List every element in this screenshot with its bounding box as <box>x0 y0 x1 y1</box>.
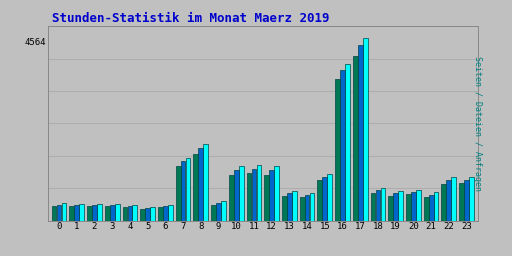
Bar <box>87 207 92 221</box>
Bar <box>133 205 137 221</box>
Y-axis label: Seiten / Dateien / Anfragen: Seiten / Dateien / Anfragen <box>473 56 482 191</box>
Bar <box>74 205 79 221</box>
Bar <box>406 194 411 221</box>
Bar <box>353 56 358 221</box>
Bar <box>358 45 362 221</box>
Bar <box>264 175 269 221</box>
Bar <box>57 205 61 221</box>
Bar <box>61 203 67 221</box>
Bar <box>274 166 279 221</box>
Bar <box>345 65 350 221</box>
Bar <box>388 196 393 221</box>
Bar <box>416 190 421 221</box>
Bar <box>327 174 332 221</box>
Bar <box>257 165 261 221</box>
Bar <box>371 193 375 221</box>
Bar <box>393 193 398 221</box>
Bar <box>127 206 132 221</box>
Bar <box>398 191 403 221</box>
Bar <box>198 148 203 221</box>
Bar <box>411 192 416 221</box>
Bar <box>163 206 168 221</box>
Bar <box>251 168 257 221</box>
Bar <box>186 158 190 221</box>
Bar <box>122 207 127 221</box>
Bar <box>376 190 380 221</box>
Bar <box>317 180 322 221</box>
Bar <box>105 207 110 221</box>
Bar <box>181 162 185 221</box>
Bar <box>52 206 56 221</box>
Bar <box>239 166 244 221</box>
Bar <box>92 205 97 221</box>
Bar <box>335 79 340 221</box>
Bar <box>269 170 274 221</box>
Bar <box>441 184 446 221</box>
Bar <box>140 209 145 221</box>
Bar <box>292 191 297 221</box>
Bar <box>216 203 221 221</box>
Bar <box>110 205 115 221</box>
Bar <box>305 195 309 221</box>
Bar <box>287 193 292 221</box>
Bar <box>176 166 181 221</box>
Bar <box>340 70 345 221</box>
Bar <box>115 204 120 221</box>
Bar <box>282 196 287 221</box>
Bar <box>300 197 305 221</box>
Text: Stunden-Statistik im Monat Maerz 2019: Stunden-Statistik im Monat Maerz 2019 <box>52 12 329 25</box>
Bar <box>429 195 434 221</box>
Bar <box>158 207 163 221</box>
Bar <box>211 205 216 221</box>
Bar <box>194 154 198 221</box>
Bar <box>247 173 251 221</box>
Bar <box>97 204 102 221</box>
Bar <box>310 193 314 221</box>
Bar <box>380 188 386 221</box>
Bar <box>234 170 239 221</box>
Bar <box>464 180 469 221</box>
Bar <box>168 205 173 221</box>
Bar <box>79 204 84 221</box>
Bar <box>459 183 464 221</box>
Bar <box>323 177 327 221</box>
Bar <box>145 208 150 221</box>
Bar <box>203 144 208 221</box>
Bar <box>446 180 451 221</box>
Bar <box>150 207 155 221</box>
Bar <box>452 177 456 221</box>
Bar <box>70 207 74 221</box>
Bar <box>221 201 226 221</box>
Bar <box>434 192 438 221</box>
Bar <box>363 38 368 221</box>
Bar <box>424 197 429 221</box>
Bar <box>229 175 233 221</box>
Bar <box>469 177 474 221</box>
